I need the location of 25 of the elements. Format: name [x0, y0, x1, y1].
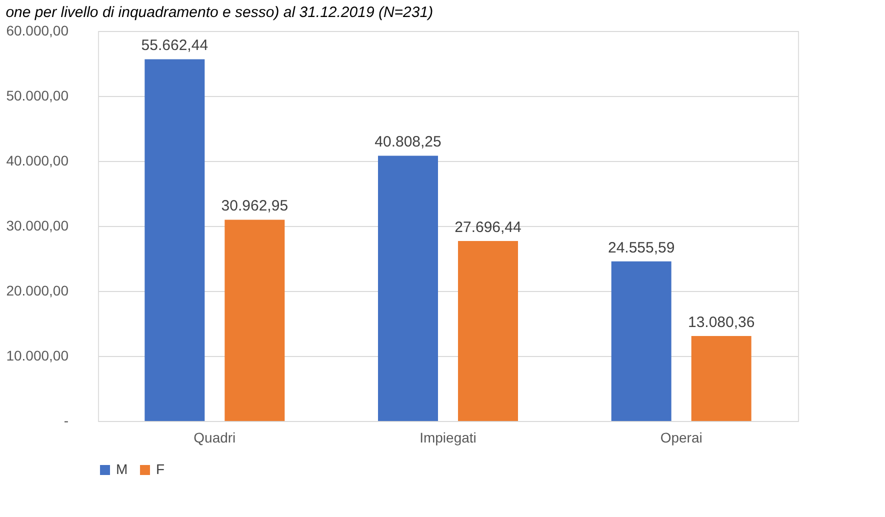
chart-title: one per livello di inquadramento e sesso) al 31.12.2019 (N=231) — [6, 4, 434, 21]
y-tick-label: 20.000,00 — [6, 282, 69, 298]
y-tick-label: 60.000,00 — [6, 22, 69, 38]
x-tick-label: Impiegati — [420, 430, 476, 446]
data-label: 40.808,25 — [374, 134, 442, 151]
data-label: 55.662,44 — [141, 37, 208, 54]
bar — [224, 220, 285, 421]
y-tick-label: 10.000,00 — [6, 348, 69, 364]
bar — [691, 336, 752, 421]
y-tick-label: 50.000,00 — [6, 88, 69, 104]
x-tick-label: Quadri — [194, 430, 236, 446]
y-tick-label: - — [64, 412, 69, 428]
data-label: 30.962,95 — [221, 198, 288, 215]
x-tick-label: Operai — [660, 430, 702, 446]
bar — [611, 261, 672, 421]
bar — [378, 156, 438, 421]
legend-label: M — [116, 461, 128, 477]
data-label: 27.696,44 — [454, 218, 522, 236]
bar — [144, 59, 205, 421]
data-label: 24.555,59 — [608, 239, 675, 256]
y-tick-label: 30.000,00 — [6, 218, 69, 234]
bar — [458, 240, 518, 421]
legend-label: F — [156, 461, 165, 477]
y-tick-label: 40.000,00 — [6, 152, 69, 168]
data-label: 13.080,36 — [688, 314, 755, 331]
